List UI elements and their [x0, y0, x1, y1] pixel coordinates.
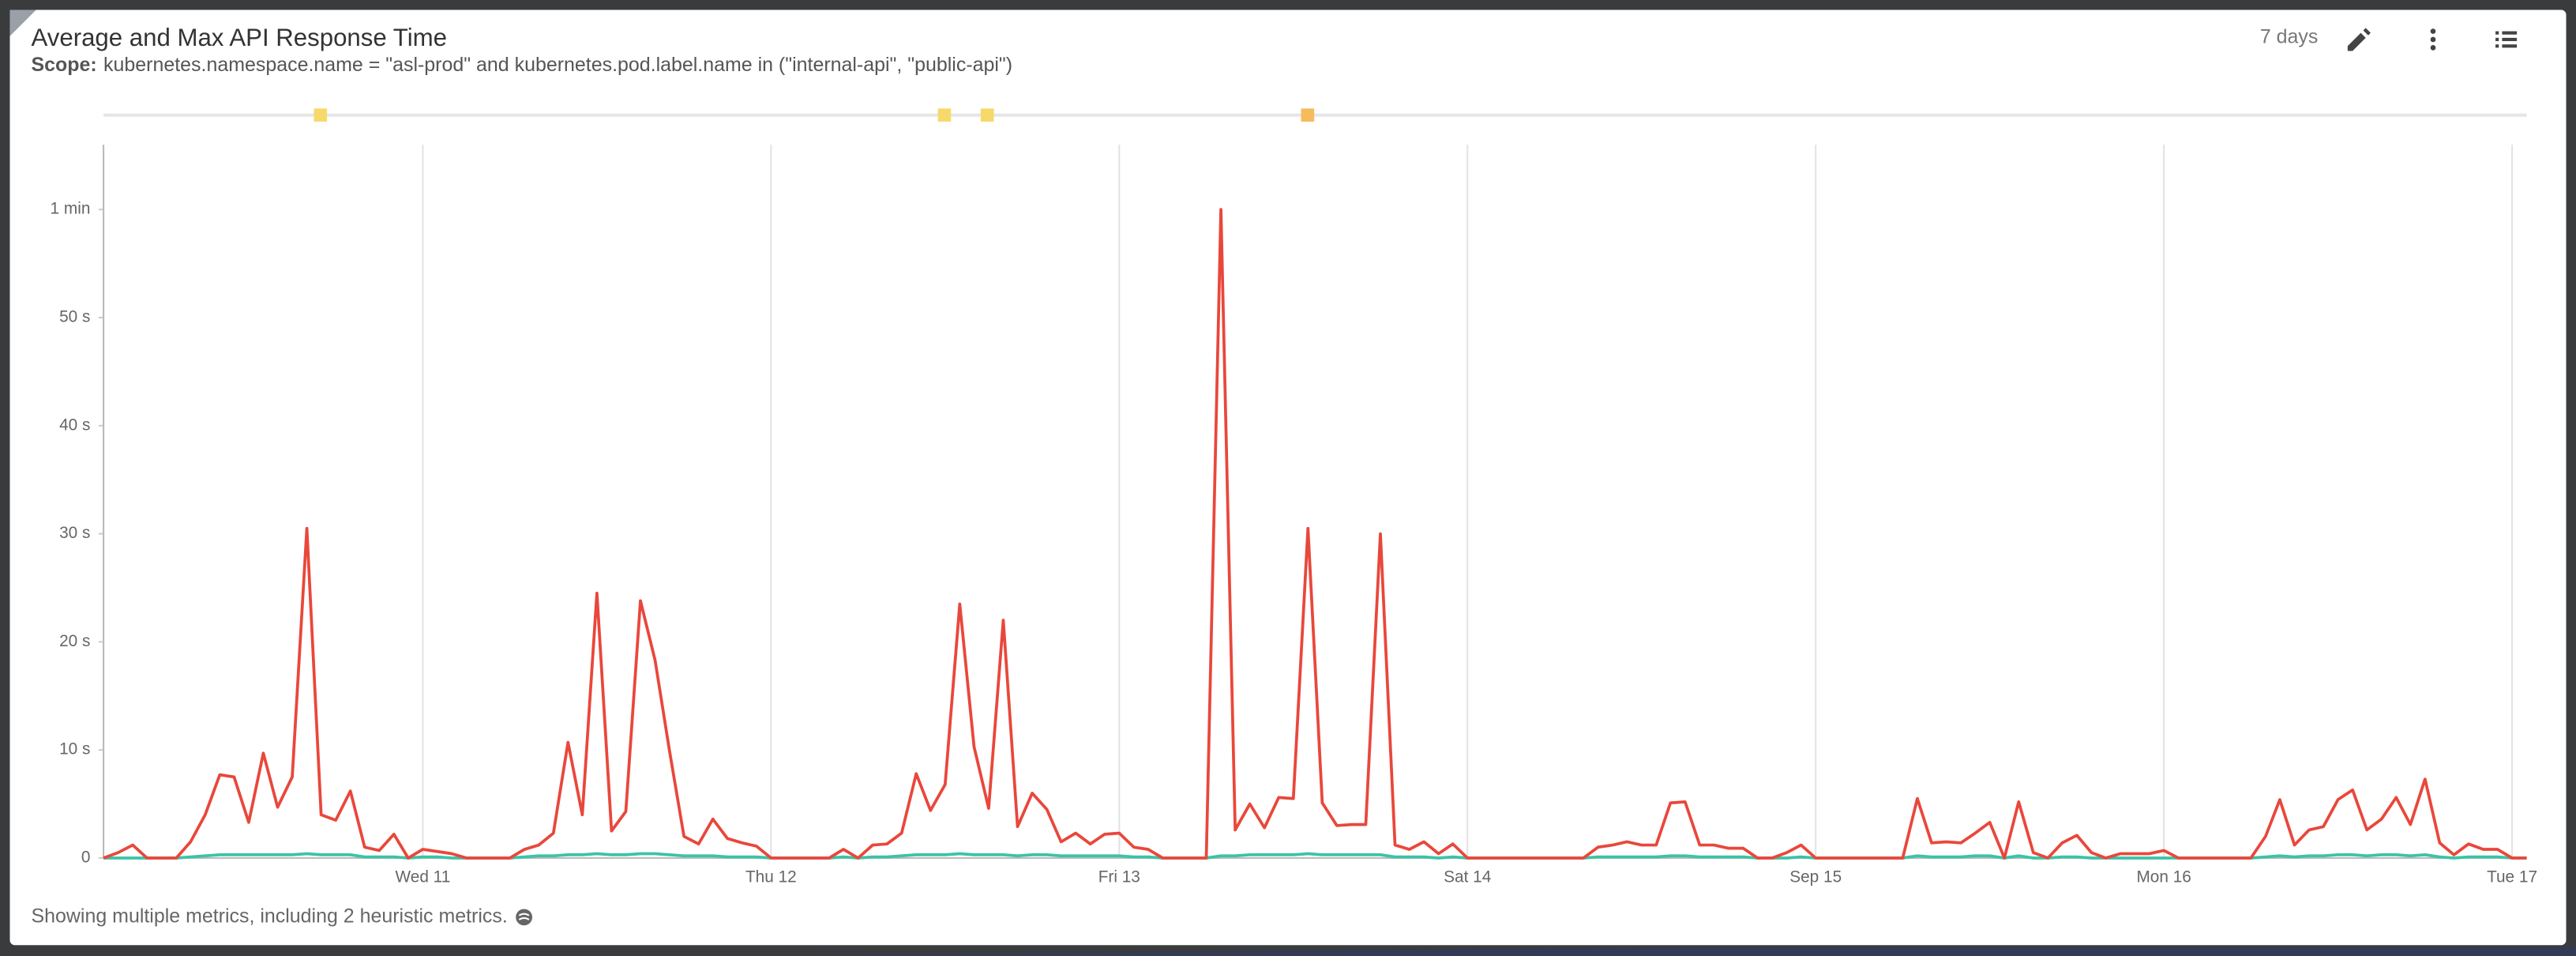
x-tick-label: Tue 17 — [2487, 868, 2537, 886]
event-marker[interactable] — [314, 108, 328, 122]
more-icon[interactable] — [2430, 28, 2436, 51]
edit-icon[interactable] — [2347, 28, 2371, 51]
x-tick-label: Wed 11 — [396, 868, 451, 886]
footer-note: Showing multiple metrics, including 2 he… — [32, 905, 508, 927]
scope-text: kubernetes.namespace.name = "asl-prod" a… — [103, 54, 1012, 76]
background-panel — [754, 947, 2576, 956]
x-tick-label: Sat 14 — [1444, 868, 1491, 886]
card — [9, 9, 2567, 946]
legend-icon[interactable] — [2495, 31, 2518, 48]
scope-label: Scope: — [32, 54, 97, 76]
y-tick-label: 50 s — [59, 307, 90, 326]
event-marker[interactable] — [1301, 108, 1315, 122]
y-tick-label: 40 s — [59, 416, 90, 434]
time-range[interactable]: 7 days — [2260, 25, 2319, 47]
corner-mark — [9, 9, 36, 36]
x-tick-label: Thu 12 — [745, 868, 797, 886]
event-marker[interactable] — [980, 108, 994, 122]
y-tick-label: 20 s — [59, 632, 90, 650]
panel-title: Average and Max API Response Time — [32, 24, 447, 51]
y-tick-label: 1 min — [51, 200, 91, 218]
info-icon[interactable] — [516, 909, 532, 926]
series-line — [103, 208, 2527, 860]
y-tick-label: 30 s — [59, 524, 90, 542]
x-tick-label: Fri 13 — [1098, 868, 1140, 886]
y-tick-label: 0 — [81, 848, 91, 866]
x-tick-label: Sep 15 — [1789, 868, 1842, 886]
event-marker[interactable] — [937, 108, 952, 122]
y-tick-label: 10 s — [59, 740, 90, 758]
x-tick-label: Mon 16 — [2136, 868, 2191, 886]
